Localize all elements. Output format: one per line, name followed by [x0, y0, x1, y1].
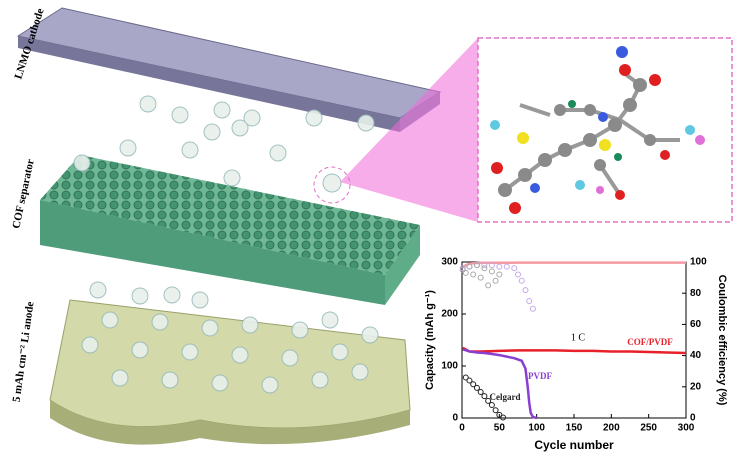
series-point	[492, 407, 499, 414]
separator-side	[40, 200, 385, 305]
series-point	[492, 277, 499, 284]
series-label: Celgard	[490, 392, 521, 402]
y2-tick-label: 0	[690, 413, 696, 424]
series-line	[462, 346, 687, 355]
series-point	[477, 389, 484, 395]
x-tick-label: 200	[603, 423, 620, 434]
series-point	[459, 266, 466, 273]
chart: Capacity (mAh g⁻¹) Coulombic efficiency …	[424, 257, 728, 453]
series-label: PVDF	[528, 371, 552, 381]
series-point	[529, 305, 536, 312]
anode-side	[50, 400, 410, 445]
y2-tick-label: 40	[690, 350, 702, 361]
plot-frame	[461, 261, 687, 419]
series-point	[526, 298, 533, 304]
series-point	[500, 414, 507, 421]
series-point	[488, 268, 495, 275]
series-point	[470, 271, 477, 278]
series-point	[485, 397, 492, 404]
series-point	[511, 265, 518, 272]
series-point	[481, 265, 488, 272]
y2-tick-label: 20	[690, 381, 702, 392]
x-axis-title: Cycle number	[534, 438, 614, 452]
series-point	[466, 263, 473, 270]
ions	[73, 95, 379, 394]
y-tick-label: 0	[452, 413, 458, 424]
cathode-top	[16, 7, 442, 119]
cathode-side	[18, 36, 400, 132]
y2-tick-label: 100	[690, 257, 707, 268]
x-tick-label: 250	[640, 423, 657, 434]
series-point	[488, 402, 495, 408]
anode-top	[49, 299, 411, 429]
series-point	[496, 263, 503, 270]
y2-axis-title: Coulombic efficiency (%)	[716, 275, 728, 406]
series-point	[515, 271, 521, 278]
x-tick-label: 0	[459, 423, 465, 434]
series-line	[462, 348, 538, 420]
anode-label: 5 mAh cm⁻² Li anode	[11, 301, 37, 403]
x-tick-label: 50	[494, 423, 506, 434]
series-point	[488, 262, 495, 269]
y2-tick-label: 80	[690, 288, 702, 299]
series-point	[522, 287, 529, 294]
separator-pores	[40, 155, 420, 275]
molecule	[490, 46, 705, 214]
series-point	[518, 277, 525, 284]
y-tick-label: 100	[441, 361, 458, 372]
zoom-circle	[313, 166, 351, 204]
series-label: COF/PVDF	[627, 337, 673, 347]
separator-label: COF separator	[10, 158, 36, 230]
series-point	[481, 393, 488, 400]
series-point	[477, 274, 484, 281]
y-tick-label: 200	[441, 309, 458, 320]
series-point	[462, 269, 469, 276]
annotation: 1 C	[571, 332, 586, 343]
series-point	[466, 377, 473, 384]
series-point	[462, 374, 469, 381]
y2-tick-label: 60	[690, 319, 702, 330]
x-tick-label: 150	[566, 423, 583, 434]
series-point	[470, 381, 477, 388]
illustration: LNMO cathode COF separator 5 mAh cm⁻² Li…	[10, 7, 733, 445]
series-point	[473, 384, 480, 391]
series-point	[481, 262, 488, 269]
series-point	[473, 262, 480, 269]
x-tick-label: 100	[528, 423, 545, 434]
separator-end	[385, 225, 420, 305]
x-tick-label: 300	[678, 423, 695, 434]
y-tick-label: 300	[441, 257, 458, 268]
series-point	[485, 282, 492, 289]
zoom-beam	[340, 38, 478, 222]
series-point	[503, 263, 510, 270]
y-axis-title: Capacity (mAh g⁻¹)	[424, 290, 436, 390]
series-point	[496, 271, 503, 278]
